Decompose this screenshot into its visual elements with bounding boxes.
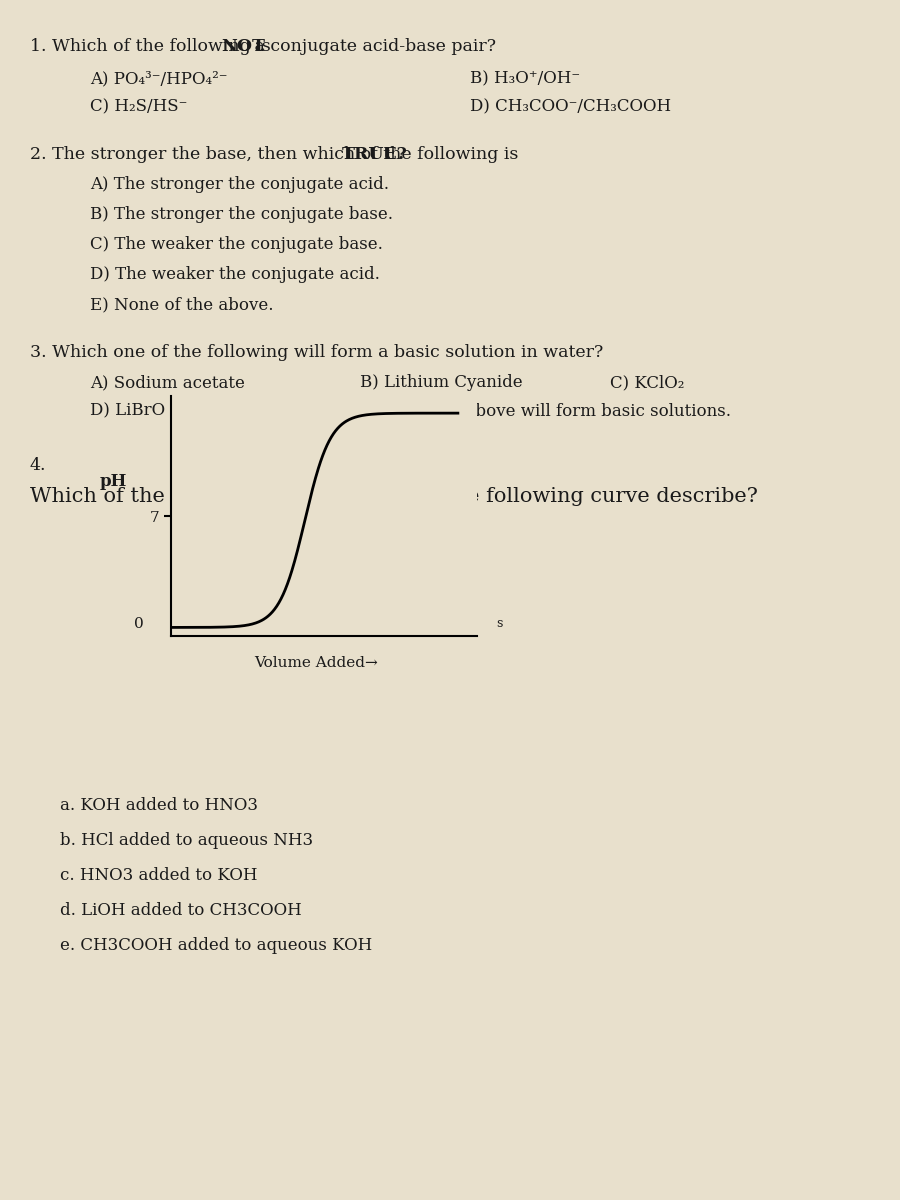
- Text: a conjugate acid-base pair?: a conjugate acid-base pair?: [248, 38, 496, 55]
- Text: C) KClO₂: C) KClO₂: [610, 374, 684, 391]
- Text: D) CH₃COO⁻/CH₃COOH: D) CH₃COO⁻/CH₃COOH: [470, 98, 671, 115]
- Text: 4.: 4.: [30, 457, 47, 474]
- Text: 0: 0: [134, 617, 144, 631]
- Text: E) All of the above will form basic solutions.: E) All of the above will form basic solu…: [360, 402, 731, 419]
- Text: c. HNO3 added to KOH: c. HNO3 added to KOH: [60, 866, 257, 884]
- Text: s: s: [496, 618, 502, 630]
- Text: D) LiBrO: D) LiBrO: [90, 402, 165, 419]
- Text: e. CH3COOH added to aqueous KOH: e. CH3COOH added to aqueous KOH: [60, 937, 373, 954]
- Text: B) H₃O⁺/OH⁻: B) H₃O⁺/OH⁻: [470, 70, 580, 86]
- Text: A) PO₄³⁻/HPO₄²⁻: A) PO₄³⁻/HPO₄²⁻: [90, 70, 228, 86]
- Text: 3. Which one of the following will form a basic solution in water?: 3. Which one of the following will form …: [30, 344, 603, 361]
- Text: 2. The stronger the base, then which of the following is: 2. The stronger the base, then which of …: [30, 146, 524, 163]
- Text: NOT: NOT: [221, 38, 266, 55]
- Text: C) H₂S/HS⁻: C) H₂S/HS⁻: [90, 98, 187, 115]
- Text: C) The weaker the conjugate base.: C) The weaker the conjugate base.: [90, 236, 382, 253]
- Text: pH: pH: [100, 473, 127, 491]
- Text: Volume Added→: Volume Added→: [255, 656, 378, 671]
- Text: d. LiOH added to CH3COOH: d. LiOH added to CH3COOH: [60, 902, 302, 919]
- Text: B) Lithium Cyanide: B) Lithium Cyanide: [360, 374, 523, 391]
- Text: B) The stronger the conjugate base.: B) The stronger the conjugate base.: [90, 206, 393, 223]
- Text: b. HCl added to aqueous NH3: b. HCl added to aqueous NH3: [60, 832, 313, 850]
- Text: TRUE?: TRUE?: [342, 146, 408, 163]
- Text: 1. Which of the following is: 1. Which of the following is: [30, 38, 276, 55]
- Text: E) None of the above.: E) None of the above.: [90, 296, 274, 313]
- Text: A) The stronger the conjugate acid.: A) The stronger the conjugate acid.: [90, 176, 389, 193]
- Text: A) Sodium acetate: A) Sodium acetate: [90, 374, 245, 391]
- Text: a. KOH added to HNO3: a. KOH added to HNO3: [60, 797, 258, 814]
- Text: D) The weaker the conjugate acid.: D) The weaker the conjugate acid.: [90, 266, 380, 283]
- Text: Which of the following titrations could the following curve describe?: Which of the following titrations could …: [30, 487, 758, 506]
